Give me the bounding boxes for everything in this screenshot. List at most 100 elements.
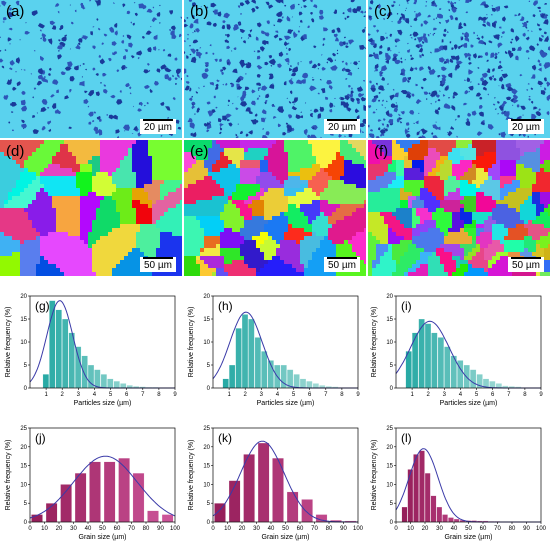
particle (179, 33, 182, 38)
grain-cell (72, 160, 76, 164)
grain-cell (172, 196, 176, 200)
grain-cell (544, 184, 548, 188)
particle (302, 0, 307, 3)
grain-cell (276, 232, 280, 236)
grain-cell (272, 272, 276, 276)
particle (432, 135, 438, 138)
grain-cell (60, 240, 64, 244)
particle (12, 129, 15, 132)
particle (123, 124, 130, 131)
grain-cell (148, 164, 152, 168)
particle (169, 10, 173, 15)
grain-cell (236, 268, 240, 272)
grain-cell (208, 188, 212, 192)
grain-cell (164, 244, 168, 248)
grain-cell (124, 168, 128, 172)
grain-cell (64, 144, 68, 148)
grain-cell (292, 148, 296, 152)
grain-cell (136, 200, 140, 204)
grain-cell (176, 192, 180, 196)
particle (273, 34, 279, 39)
grain-cell (216, 220, 220, 224)
grain-cell (140, 144, 144, 148)
grain-cell (96, 188, 100, 192)
grain-cell (228, 228, 232, 232)
grain-cell (332, 200, 336, 204)
grain-cell (28, 172, 32, 176)
grain-cell (528, 140, 532, 144)
grain-cell (216, 148, 220, 152)
grain-cell (176, 228, 180, 232)
grain-cell (216, 232, 220, 236)
particle (535, 111, 541, 115)
grain-cell (156, 148, 160, 152)
grain-cell (80, 236, 84, 240)
particle (245, 133, 249, 137)
grain-cell (32, 180, 36, 184)
particle (69, 89, 72, 93)
grain-cell (296, 220, 300, 224)
particle (340, 96, 345, 101)
grain-cell (440, 188, 444, 192)
grain-cell (400, 164, 404, 168)
grain-cell (268, 192, 272, 196)
grain-cell (484, 176, 488, 180)
particle (494, 108, 497, 110)
particle (21, 68, 23, 71)
grain-cell (44, 256, 48, 260)
grain-cell (120, 220, 124, 224)
grain-cell (140, 232, 144, 236)
grain-cell (316, 140, 320, 144)
particle (526, 20, 529, 23)
grain-cell (404, 156, 408, 160)
grain-cell (460, 164, 464, 168)
particle (21, 119, 25, 124)
grain-cell (200, 168, 204, 172)
particle (373, 25, 377, 28)
grain-cell (224, 264, 228, 268)
grain-cell (144, 224, 148, 228)
grain-cell (208, 168, 212, 172)
grain-cell (152, 236, 156, 240)
grain-cell (20, 140, 24, 144)
grain-cell (88, 164, 92, 168)
particle (216, 79, 220, 82)
grain-cell (308, 248, 312, 252)
grain-cell (336, 148, 340, 152)
particle (398, 117, 403, 120)
grain-cell (248, 236, 252, 240)
grain-cell (468, 156, 472, 160)
particle (4, 94, 9, 98)
particle (24, 30, 31, 35)
grain-cell (328, 272, 332, 276)
particle (345, 78, 348, 80)
particle (160, 101, 165, 106)
grain-cell (448, 188, 452, 192)
particle (481, 72, 488, 78)
grain-cell (124, 224, 128, 228)
particle (159, 22, 161, 24)
grain-cell (244, 244, 248, 248)
grain-cell (492, 168, 496, 172)
particle (236, 85, 243, 90)
grain-cell (64, 148, 68, 152)
grain-cell (452, 148, 456, 152)
grain-cell (324, 228, 328, 232)
grain-cell (160, 240, 164, 244)
particle (64, 66, 72, 71)
grain-cell (324, 156, 328, 160)
grain-cell (92, 168, 96, 172)
grain-cell (524, 188, 528, 192)
grain-cell (292, 256, 296, 260)
particle (466, 77, 471, 82)
grain-cell (216, 244, 220, 248)
particle (300, 61, 302, 63)
particle (256, 82, 261, 87)
grain-cell (476, 188, 480, 192)
grain-cell (4, 216, 8, 220)
grain-cell (280, 248, 284, 252)
particle (147, 63, 150, 66)
grain-cell (528, 188, 532, 192)
particle (538, 37, 543, 42)
particle (110, 94, 116, 99)
